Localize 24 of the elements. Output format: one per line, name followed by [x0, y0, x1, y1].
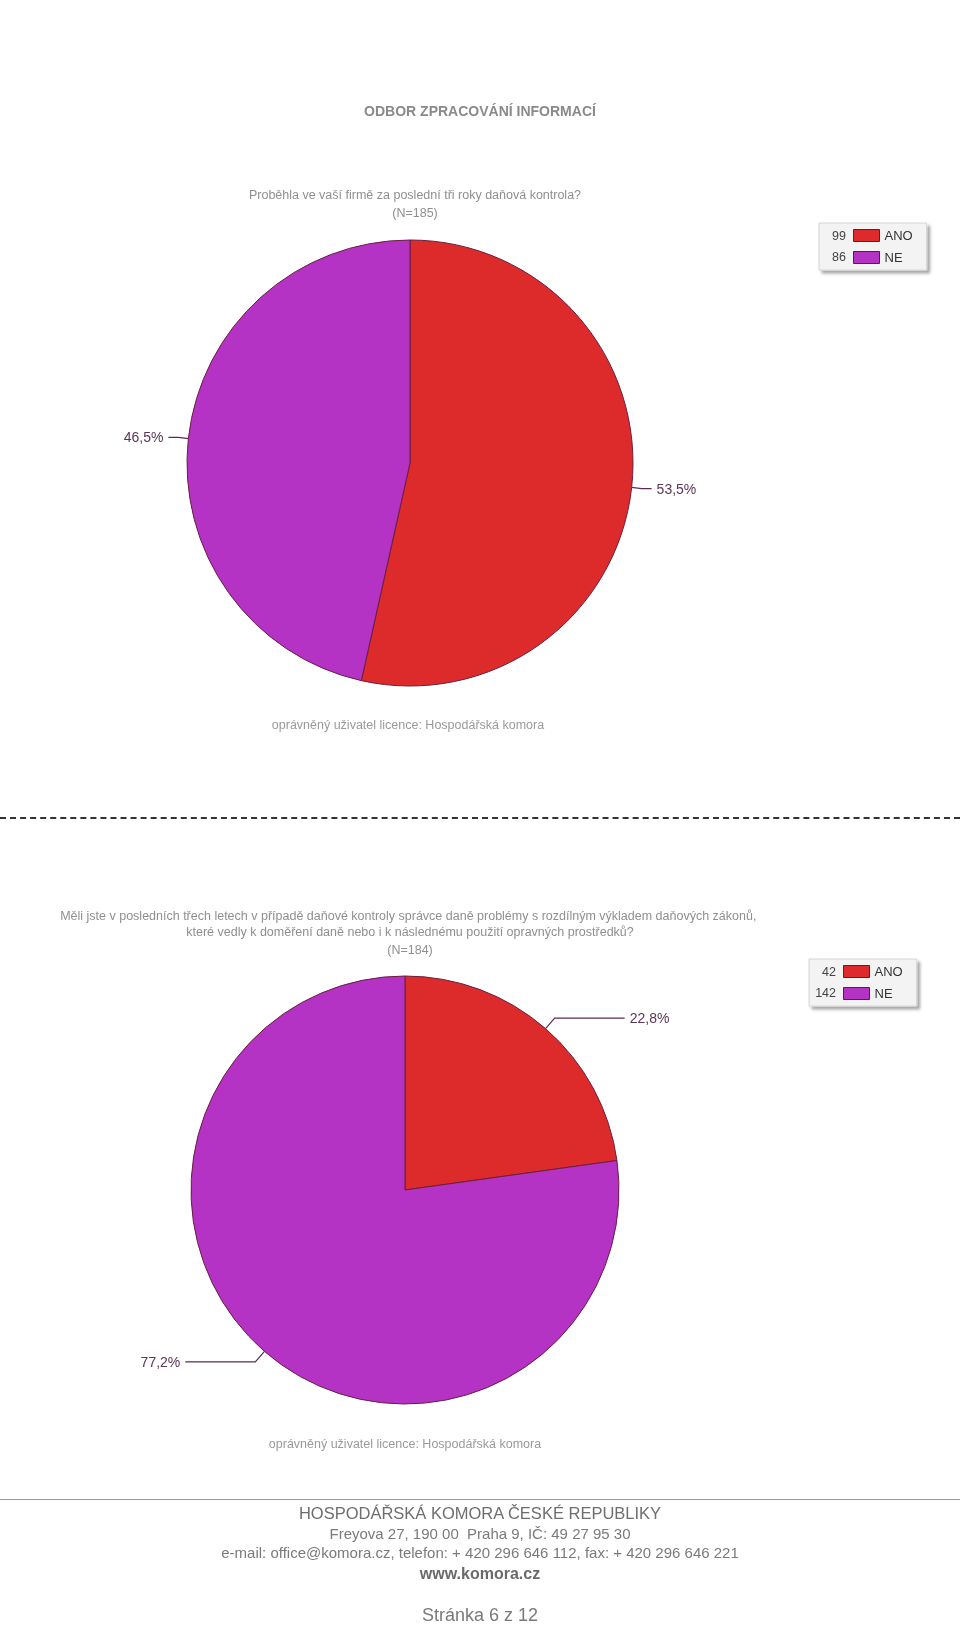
text: ODBOR ZPRACOVÁNÍ INFORMACÍ [364, 103, 597, 119]
chart-subtitle: (N=185) [392, 205, 438, 220]
text: 86 [832, 250, 846, 264]
text: e-mail: office@komora.cz, telefon: + 420 296 646 112, fax: + 420 296 646 221 [221, 1543, 739, 1561]
text: HOSPODÁŘSKÁ KOMORA ČESKÉ REPUBLIKY [298, 1504, 662, 1522]
data-label: 53,5% [656, 480, 697, 497]
text: Stránka 6 z 12 [421, 1605, 539, 1625]
legend-label: NE [884, 250, 903, 265]
text: Freyova 27, 190 00 Praha 9, IČ: 49 27 95 30 [329, 1524, 631, 1542]
chart-title: Proběhla ve vaší firmě za poslední tři roky daňová kontrola? [248, 188, 582, 202]
chart-title: Měli jste v posledních třech letech v případě daňové kontroly správce daně problémy s rozdílným výkladem daňových zákonů, které vedly k doměření daně nebo i k následnému použití opravných prostředků? [60, 909, 760, 939]
text: oprávněný uživatel licence: Hospodářská komora [271, 718, 545, 732]
data-label: 46,5% [123, 429, 164, 446]
data-label: 77,2% [140, 1353, 181, 1370]
legend-label: ANO [884, 228, 913, 243]
text: www.komora.cz [418, 1564, 541, 1582]
chart-subtitle: (N=184) [387, 942, 433, 957]
legend-label: NE [874, 986, 893, 1001]
text: 99 [832, 229, 846, 243]
text: 42 [822, 965, 836, 979]
text: oprávněný uživatel licence: Hospodářská komora [268, 1437, 542, 1451]
data-label: 22,8% [629, 1010, 670, 1027]
text: 142 [815, 986, 836, 1000]
legend-label: ANO [874, 964, 903, 979]
